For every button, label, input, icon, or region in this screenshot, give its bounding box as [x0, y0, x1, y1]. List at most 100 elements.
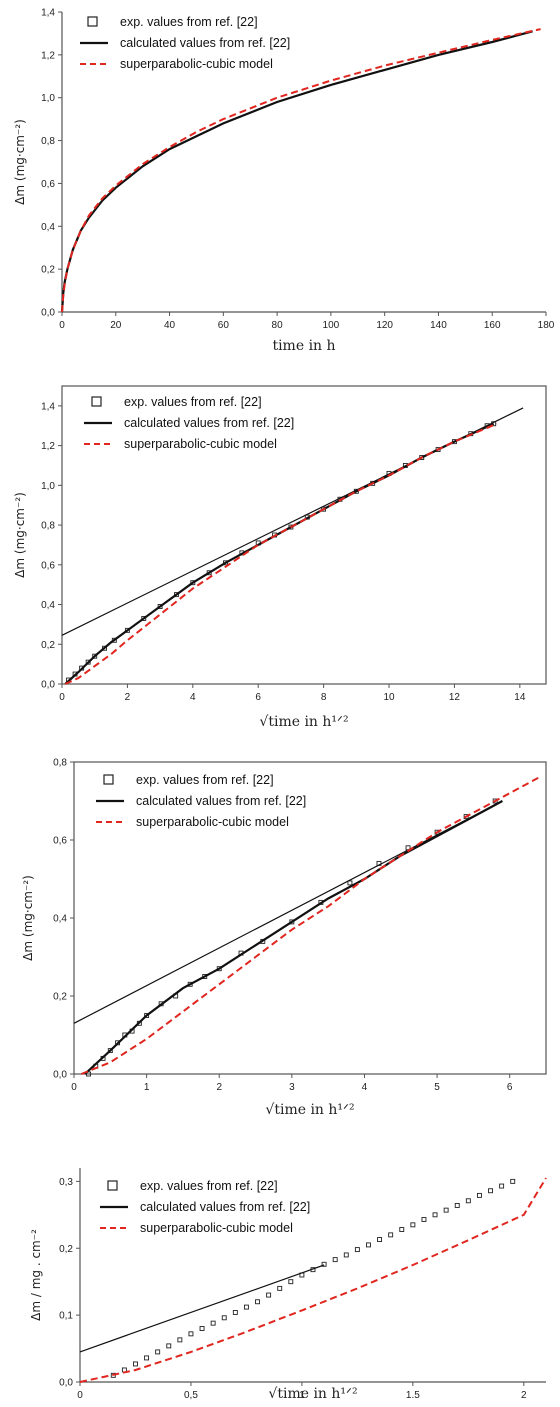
data-point-exp: [399, 1227, 405, 1232]
x-tick-label: 6: [255, 692, 261, 703]
x-tick-label: 0: [59, 692, 65, 703]
series-line-superparabolic-cubic-model: [64, 422, 498, 685]
data-point-exp: [288, 1279, 294, 1285]
x-tick-label: 0,5: [184, 1390, 198, 1401]
data-point-exp: [366, 1242, 371, 1248]
y-tick-label: 0,6: [41, 179, 55, 190]
y-tick-label: 1,0: [41, 481, 55, 492]
x-tick-label: 2: [125, 692, 131, 703]
data-point-exp: [166, 1343, 172, 1349]
x-tick-label: 60: [218, 320, 230, 331]
y-tick-label: 1,0: [41, 93, 55, 104]
y-tick-label: 0,2: [41, 640, 55, 651]
legend-label: exp. values from ref. [22]: [124, 395, 262, 409]
chart-3: 0 1 2 3 4 5 6 0,0 0,2 0,4 0,6 0,8 √time in h¹ᐟ² Δm (m…: [21, 758, 547, 1118]
y-tick-label: 0,1: [59, 1311, 73, 1322]
data-point-exp: [107, 1048, 113, 1054]
data-point-exp: [476, 1192, 482, 1198]
data-point-exp: [232, 1309, 238, 1315]
x-tick-label: 40: [164, 320, 176, 331]
y-tick-label: 0,4: [41, 222, 55, 233]
y-tick-label: 1,4: [41, 8, 55, 19]
data-point-exp: [221, 1315, 227, 1321]
chart-1: 0 20 40 60 80 100 120 140 160 180 0,0 0,2 0,4 0,6 0,8 1…: [13, 8, 555, 355]
x-tick-label: 100: [323, 320, 340, 331]
data-point-exp: [454, 1202, 460, 1208]
data-point-exp: [343, 1252, 349, 1258]
x-tick-label: 1.5: [406, 1390, 420, 1401]
y-tick-label: 0,0: [53, 1070, 67, 1081]
series-line-superparabolic-cubic-model: [80, 776, 540, 1075]
legend-label: calculated values from ref. [22]: [120, 36, 290, 50]
data-point-exp: [124, 627, 130, 633]
data-point-exp: [177, 1337, 183, 1343]
x-axis-label: time in h: [272, 338, 335, 354]
data-point-exp: [210, 1320, 216, 1326]
data-point-exp: [510, 1178, 516, 1184]
data-point-exp: [92, 653, 98, 659]
legend-label: exp. values from ref. [22]: [120, 15, 258, 29]
data-point-exp: [354, 1247, 360, 1253]
data-point-exp: [243, 1304, 249, 1310]
data-point-exp: [388, 1232, 394, 1238]
data-point-exp: [465, 1198, 471, 1204]
series-line-calculated-values-from-ref-22: [64, 422, 495, 685]
x-tick-label: 3: [289, 1082, 295, 1093]
data-point-exp: [488, 1188, 493, 1194]
y-tick-label: 0,0: [41, 308, 55, 319]
data-point-exp: [277, 1285, 283, 1291]
legend-marker-exp: [87, 16, 98, 27]
legend-label: calculated values from ref. [22]: [136, 794, 306, 808]
x-tick-label: 0: [77, 1390, 83, 1401]
y-tick-label: 0,6: [53, 836, 67, 847]
data-point-exp: [332, 1257, 338, 1263]
legend-label: superparabolic-cubic model: [140, 1221, 293, 1235]
x-tick-label: 1: [299, 1390, 305, 1401]
x-axis-label: √time in h¹ᐟ²: [268, 1386, 357, 1402]
x-tick-label: 10: [383, 692, 395, 703]
data-point-exp: [157, 604, 163, 609]
y-tick-label: 0,2: [59, 1244, 73, 1255]
y-tick-label: 1,2: [41, 441, 55, 452]
x-tick-label: 2: [521, 1390, 527, 1401]
y-tick-label: 0,4: [53, 914, 67, 925]
x-tick-label: 2: [216, 1082, 222, 1093]
series-line-linear-fit: [79, 1264, 325, 1353]
data-point-exp: [155, 1349, 161, 1355]
data-point-exp: [410, 1222, 416, 1228]
y-tick-label: 0,8: [53, 758, 67, 769]
series-line-linear-fit: [61, 407, 524, 636]
x-tick-label: 4: [362, 1082, 368, 1093]
data-point-exp: [141, 615, 147, 621]
data-point-exp: [144, 1355, 150, 1361]
legend-label: exp. values from ref. [22]: [140, 1179, 278, 1193]
data-point-exp: [133, 1361, 138, 1367]
x-tick-label: 8: [321, 692, 327, 703]
x-tick-label: 140: [430, 320, 447, 331]
legend-marker-exp: [103, 774, 114, 785]
data-point-exp: [443, 1207, 449, 1213]
data-point-exp: [266, 1292, 272, 1298]
x-tick-label: 1: [144, 1082, 150, 1093]
y-tick-label: 0,8: [41, 521, 55, 532]
x-tick-label: 4: [190, 692, 196, 703]
y-tick-label: 0,2: [53, 992, 67, 1003]
legend-label: superparabolic-cubic model: [120, 57, 273, 71]
y-tick-label: 0,0: [59, 1378, 73, 1389]
y-tick-label: 0,0: [41, 680, 55, 691]
chart-4: 0 0,5 1 1.5 2 0,0 0,1 0,2 0,3 √time in h¹ᐟ² Δm / m…: [29, 1168, 547, 1402]
y-axis-label: Δm (mg·cm⁻²): [21, 875, 35, 961]
data-point-exp: [188, 1331, 194, 1337]
chart-2: 0 2 4 6 8 10 12 14 0,0 0,2 0,4 0,6 0,8 1,0 1,2 1,4 √time…: [13, 385, 547, 730]
data-point-exp: [499, 1183, 505, 1189]
data-point-exp: [199, 1326, 205, 1331]
y-tick-label: 0,2: [41, 265, 55, 276]
y-tick-label: 0,6: [41, 560, 55, 571]
legend-label: superparabolic-cubic model: [124, 437, 277, 451]
x-axis-label: √time in h¹ᐟ²: [265, 1102, 354, 1118]
x-tick-label: 180: [538, 320, 555, 331]
y-axis-label: Δm (mg·cm⁻²): [13, 492, 27, 578]
x-tick-label: 14: [514, 692, 526, 703]
y-tick-label: 1,2: [41, 50, 55, 61]
